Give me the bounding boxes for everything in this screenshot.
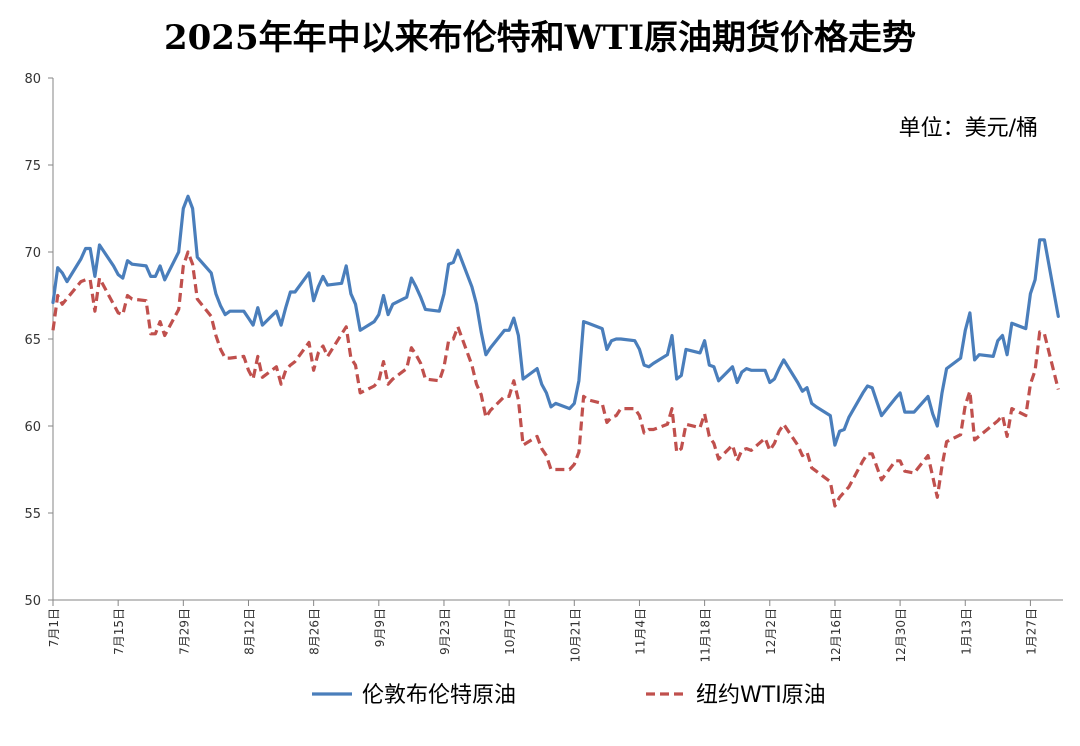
x-tick-label: 11月18日 — [699, 608, 713, 663]
axes: 50 55 60 65 70 75 80 7月1日 7月15日 7月29日 8月12日 8月26日 9月… — [24, 72, 1063, 663]
x-tick-label: 1月13日 — [959, 608, 973, 655]
x-tick-label: 12月16日 — [829, 608, 843, 663]
series-lines — [51, 194, 1060, 508]
chart-title: 2025年年中以来布伦特和WTI原油期货价格走势 — [163, 18, 917, 58]
x-tick-label: 7月29日 — [177, 608, 191, 655]
x-tick-label: 8月26日 — [308, 608, 322, 655]
legend-wti-label: 纽约WTI原油 — [696, 683, 826, 708]
y-tick-label: 75 — [24, 159, 41, 174]
x-tick-label: 8月12日 — [242, 608, 256, 655]
x-tick-label: 11月4日 — [633, 608, 647, 655]
wti-series-line — [51, 250, 1060, 508]
x-tick-label: 10月21日 — [568, 608, 582, 663]
x-tick-label: 12月2日 — [764, 608, 778, 655]
y-tick-label: 55 — [24, 507, 41, 522]
x-tick-label: 9月9日 — [373, 608, 387, 647]
y-tick-label: 60 — [24, 420, 41, 435]
legend: 伦敦布伦特原油 纽约WTI原油 — [312, 683, 826, 708]
y-tick-label: 70 — [24, 246, 41, 261]
legend-brent-label: 伦敦布伦特原油 — [362, 683, 516, 708]
x-tick-label: 10月7日 — [503, 608, 517, 655]
x-tick-label: 7月1日 — [47, 608, 61, 647]
x-tick-label: 12月30日 — [894, 608, 908, 663]
brent-series-line — [51, 194, 1060, 447]
unit-label: 单位：美元/桶 — [899, 116, 1038, 141]
x-tick-label: 1月27日 — [1024, 608, 1038, 655]
y-tick-label: 65 — [24, 333, 41, 348]
x-tick-label: 7月15日 — [112, 608, 126, 655]
x-tick-label: 9月23日 — [438, 608, 452, 655]
y-tick-label: 50 — [24, 594, 41, 609]
y-tick-label: 80 — [24, 72, 41, 87]
